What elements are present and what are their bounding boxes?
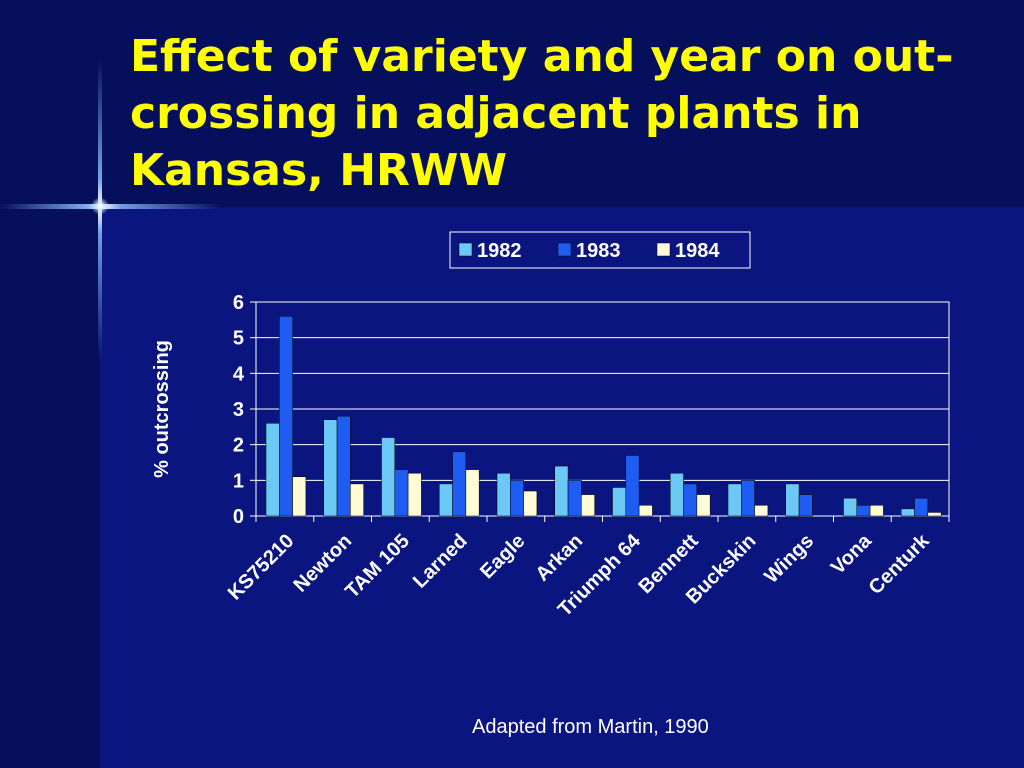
legend-box bbox=[449, 231, 751, 269]
x-tick-label: Arkan bbox=[532, 530, 588, 586]
y-tick-label: 0 bbox=[233, 506, 244, 528]
legend-label-1983: 1983 bbox=[576, 240, 621, 262]
bar-1982-newton bbox=[323, 419, 338, 517]
y-tick-label: 3 bbox=[233, 399, 244, 421]
legend-swatch-1982 bbox=[458, 242, 473, 257]
bar-1983-newton bbox=[336, 415, 351, 517]
legend-label-1984: 1984 bbox=[675, 240, 720, 262]
y-axis-label: % outcrossing bbox=[151, 340, 173, 478]
bars bbox=[265, 316, 942, 517]
bar-1984-centurk bbox=[927, 512, 942, 517]
bar-1983-vona bbox=[856, 505, 871, 517]
bar-1983-tam-105 bbox=[394, 469, 409, 517]
bar-1982-arkan bbox=[554, 465, 569, 517]
legend-label-1982: 1982 bbox=[477, 240, 522, 262]
bar-1982-tam-105 bbox=[381, 437, 396, 517]
bar-1984-bennett bbox=[696, 494, 711, 517]
bar-1984-tam-105 bbox=[407, 472, 422, 517]
left-band bbox=[0, 207, 100, 768]
bar-1983-ks75210 bbox=[279, 316, 293, 517]
source-note: Adapted from Martin, 1990 bbox=[472, 716, 709, 738]
title-band bbox=[0, 0, 1024, 207]
bar-1982-centurk bbox=[901, 508, 915, 517]
bar-1984-eagle bbox=[523, 490, 538, 517]
y-tick-label: 4 bbox=[233, 363, 245, 385]
gridlines bbox=[256, 337, 949, 481]
bar-1983-eagle bbox=[510, 480, 524, 517]
x-tick-label: Eagle bbox=[476, 530, 529, 583]
bar-1984-larned bbox=[465, 469, 480, 517]
y-tick-label: 6 bbox=[233, 292, 244, 314]
bar-1983-larned bbox=[452, 451, 467, 517]
y-tick-label: 5 bbox=[233, 328, 244, 350]
x-tick-label: TAM 105 bbox=[341, 530, 414, 603]
bar-1984-triumph-64 bbox=[638, 505, 653, 517]
bar-1983-bennett bbox=[683, 483, 698, 517]
x-tick-label: KS75210 bbox=[224, 530, 299, 605]
bar-1982-vona bbox=[843, 497, 858, 517]
bar-1982-larned bbox=[439, 483, 453, 517]
legend: 1982 1983 1984 bbox=[449, 231, 751, 269]
bar-1984-ks75210 bbox=[292, 476, 307, 517]
bar-1983-arkan bbox=[567, 480, 582, 517]
bar-1982-ks75210 bbox=[265, 423, 280, 517]
bar-1982-triumph-64 bbox=[612, 487, 627, 517]
bar-1982-eagle bbox=[496, 472, 511, 517]
light-flare-horizontal bbox=[0, 204, 220, 209]
x-tick-label: Centurk bbox=[865, 529, 935, 599]
y-tick-label: 1 bbox=[233, 470, 244, 492]
light-flare-core bbox=[91, 197, 109, 215]
bar-1984-arkan bbox=[581, 494, 595, 517]
legend-swatch-1983 bbox=[557, 242, 572, 257]
bar-1982-buckskin bbox=[727, 483, 742, 517]
bar-1982-wings bbox=[785, 483, 800, 517]
y-axis-ticks: 0 1 2 3 4 5 6 bbox=[233, 292, 256, 528]
bar-1982-bennett bbox=[670, 472, 684, 517]
bar-1983-buckskin bbox=[741, 480, 755, 517]
bar-1983-triumph-64 bbox=[625, 455, 640, 517]
bar-1983-wings bbox=[798, 494, 813, 517]
x-tick-label: Larned bbox=[409, 530, 472, 593]
slide-title: Effect of variety and year on out-crossi… bbox=[130, 31, 954, 196]
x-tick-label: Vona bbox=[827, 529, 877, 579]
legend-swatch-1984 bbox=[656, 242, 671, 257]
y-tick-label: 2 bbox=[233, 435, 244, 457]
bar-1984-vona bbox=[869, 505, 884, 517]
bar-1984-buckskin bbox=[754, 505, 769, 517]
x-tick-label: Wings bbox=[760, 530, 818, 588]
bar-1983-centurk bbox=[914, 497, 929, 517]
bar-1984-newton bbox=[350, 483, 364, 517]
